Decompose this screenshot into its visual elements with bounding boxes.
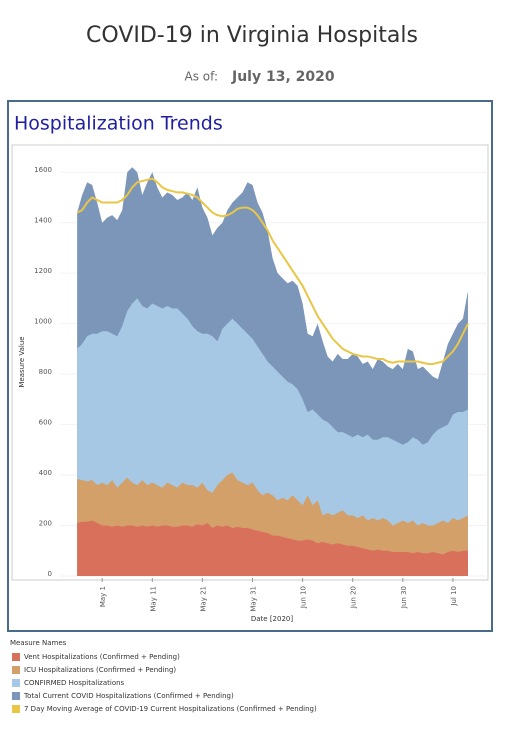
legend-title: Measure Names: [10, 639, 67, 647]
x-tick-label: Jun 30: [400, 586, 408, 609]
y-tick-label: 600: [39, 419, 52, 427]
x-tick-label: Jun 20: [350, 586, 358, 609]
legend-swatch: [12, 653, 20, 661]
y-tick-label: 0: [48, 570, 52, 578]
y-axis-label: Measure Value: [18, 336, 26, 387]
x-tick-label: May 21: [199, 586, 207, 612]
legend-label: ICU Hospitalizations (Confirmed + Pendin…: [24, 666, 176, 674]
y-tick-label: 1600: [34, 166, 52, 174]
area: [77, 520, 468, 576]
as-of-date: July 13, 2020: [231, 69, 335, 85]
x-tick-label: Jun 10: [300, 586, 308, 609]
panel: [7, 100, 493, 632]
x-tick-label: Jul 10: [450, 586, 458, 607]
legend-swatch: [12, 679, 20, 687]
x-tick-label: May 1: [99, 586, 107, 607]
y-tick-label: 1200: [34, 267, 52, 275]
legend-label: Total Current COVID Hospitalizations (Co…: [23, 692, 234, 700]
y-tick-label: 1400: [34, 217, 52, 225]
as-of-label: As of:: [185, 70, 218, 84]
legend-label: Vent Hospitalizations (Confirmed + Pendi…: [24, 653, 180, 661]
page-title: COVID-19 in Virginia Hospitals: [86, 23, 418, 48]
y-tick-label: 400: [39, 469, 52, 477]
y-tick-label: 800: [39, 368, 52, 376]
y-tick-label: 1000: [34, 318, 52, 326]
legend-swatch: [12, 705, 20, 713]
legend-swatch: [12, 666, 20, 674]
x-axis-label: Date [2020]: [251, 615, 294, 623]
y-tick-label: 200: [39, 520, 52, 528]
x-tick-label: May 11: [149, 586, 157, 612]
legend-label: CONFIRMED Hospitalizations: [24, 679, 125, 687]
line: [76, 177, 469, 366]
x-tick-label: May 31: [250, 586, 258, 612]
legend-swatch: [12, 692, 20, 700]
panel-title: Hospitalization Trends: [14, 113, 223, 135]
legend-label: 7 Day Moving Average of COVID-19 Current…: [24, 705, 317, 713]
